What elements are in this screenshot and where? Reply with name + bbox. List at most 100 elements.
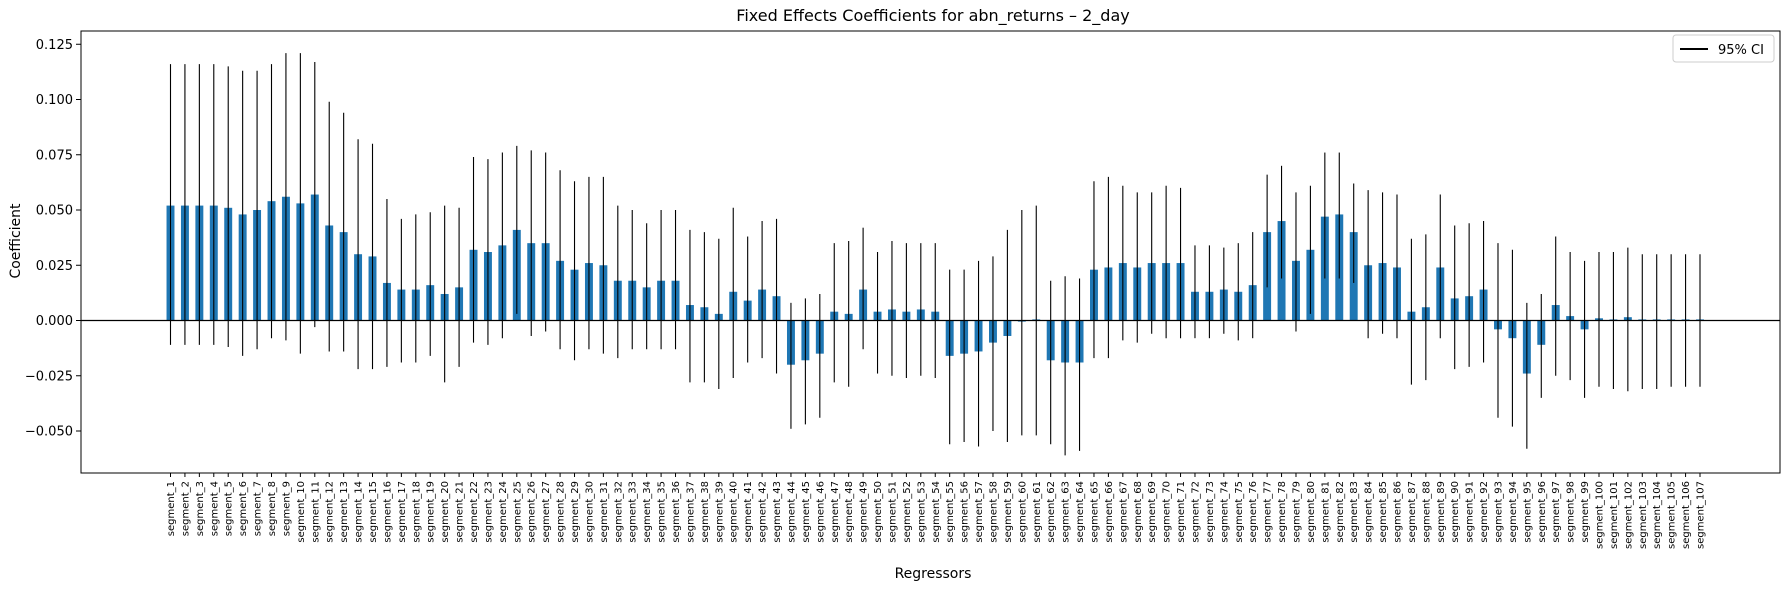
y-tick-label: 0.125 (36, 38, 73, 53)
x-tick-label: segment_98 (1566, 481, 1577, 543)
x-tick-label: segment_53 (916, 481, 927, 543)
x-tick-label: segment_40 (729, 481, 740, 543)
x-tick-label: segment_42 (758, 481, 769, 543)
x-tick-label: segment_104 (1652, 481, 1663, 549)
x-tick-label: segment_51 (887, 481, 898, 543)
x-tick-label: segment_12 (325, 481, 336, 543)
x-tick-label: segment_27 (541, 481, 552, 543)
x-tick-label: segment_100 (1595, 481, 1606, 549)
y-tick-label: 0.025 (36, 259, 73, 274)
x-tick-label: segment_28 (556, 481, 567, 543)
x-tick-label: segment_87 (1407, 481, 1418, 543)
x-tick-label: segment_20 (440, 481, 451, 543)
x-tick-label: segment_107 (1696, 481, 1707, 549)
x-tick-label: segment_34 (642, 481, 653, 543)
x-tick-label: segment_1 (166, 481, 177, 536)
x-tick-label: segment_50 (873, 481, 884, 543)
x-tick-label: segment_61 (1032, 481, 1043, 543)
x-tick-label: segment_60 (1017, 481, 1028, 543)
x-tick-label: segment_49 (859, 481, 870, 543)
x-tick-label: segment_6 (238, 481, 249, 536)
x-tick-label: segment_52 (902, 481, 913, 543)
x-tick-label: segment_31 (599, 481, 610, 543)
x-tick-label: segment_62 (1046, 481, 1057, 543)
x-tick-label: segment_101 (1609, 481, 1620, 549)
x-tick-label: segment_41 (743, 481, 754, 543)
y-tick-label: −0.050 (25, 425, 73, 440)
x-tick-label: segment_4 (209, 481, 220, 536)
x-tick-label: segment_82 (1335, 481, 1346, 543)
x-tick-label: segment_33 (628, 481, 639, 543)
x-tick-label: segment_8 (267, 481, 278, 536)
x-tick-label: segment_7 (253, 481, 264, 536)
x-tick-label: segment_99 (1580, 481, 1591, 543)
x-tick-label: segment_2 (180, 481, 191, 536)
x-tick-label: segment_63 (1061, 481, 1072, 543)
x-tick-label: segment_35 (657, 481, 668, 543)
x-tick-label: segment_47 (830, 481, 841, 543)
x-tick-label: segment_79 (1291, 481, 1302, 543)
x-tick-label: segment_59 (1003, 481, 1014, 543)
x-tick-label: segment_57 (974, 481, 985, 543)
x-tick-label: segment_67 (1118, 481, 1129, 543)
x-tick-label: segment_30 (584, 481, 595, 543)
x-tick-label: segment_17 (397, 481, 408, 543)
x-tick-label: segment_3 (195, 481, 206, 536)
x-tick-label: segment_70 (1162, 481, 1173, 543)
x-tick-label: segment_75 (1234, 481, 1245, 543)
x-tick-label: segment_16 (382, 481, 393, 543)
x-tick-label: segment_73 (1205, 481, 1216, 543)
x-tick-label: segment_86 (1392, 481, 1403, 543)
x-tick-label: segment_80 (1306, 481, 1317, 543)
x-tick-label: segment_97 (1551, 481, 1562, 543)
x-tick-label: segment_92 (1479, 481, 1490, 543)
x-tick-label: segment_54 (931, 481, 942, 543)
x-tick-label: segment_23 (483, 481, 494, 543)
x-tick-label: segment_22 (469, 481, 480, 543)
x-tick-label: segment_88 (1421, 481, 1432, 543)
legend: 95% CI (1672, 34, 1775, 63)
x-tick-label: segment_93 (1493, 481, 1504, 543)
x-tick-label: segment_84 (1364, 481, 1375, 543)
x-tick-label: segment_39 (714, 481, 725, 543)
x-tick-label: segment_55 (945, 481, 956, 543)
x-tick-label: segment_71 (1176, 481, 1187, 543)
x-tick-label: segment_65 (1089, 481, 1100, 543)
x-tick-label: segment_91 (1465, 481, 1476, 543)
y-tick-label: 0.100 (36, 93, 73, 108)
axes-frame (80, 30, 1781, 474)
x-tick-label: segment_48 (844, 481, 855, 543)
x-tick-label: segment_11 (310, 481, 321, 543)
x-tick-label: segment_38 (700, 481, 711, 543)
y-tick-label: 0.075 (36, 148, 73, 163)
x-tick-label: segment_85 (1378, 481, 1389, 543)
legend-label-95ci: 95% CI (1718, 43, 1764, 58)
x-tick-label: segment_64 (1075, 481, 1086, 543)
x-tick-label: segment_10 (296, 481, 307, 543)
y-axis-title: Coefficient (8, 203, 24, 279)
x-tick-label: segment_21 (455, 481, 466, 543)
plot-area: −0.050 −0.025 0.000 0.025 0.050 0.075 0.100 0.1… (25, 30, 1781, 549)
x-tick-label: segment_19 (426, 481, 437, 543)
x-tick-label: segment_29 (570, 481, 581, 543)
x-axis-title: Regressors (895, 566, 972, 582)
x-tick-label: segment_90 (1450, 481, 1461, 543)
x-tick-label: segment_66 (1104, 481, 1115, 543)
y-tick-label: 0.000 (36, 314, 73, 329)
x-tick-label: segment_77 (1263, 481, 1274, 543)
x-tick-label: segment_32 (613, 481, 624, 543)
x-tick-label: segment_25 (512, 481, 523, 543)
x-tick-label: segment_45 (801, 481, 812, 543)
x-tick-label: segment_56 (960, 481, 971, 543)
x-tick-label: segment_58 (988, 481, 999, 543)
x-tick-label: segment_18 (411, 481, 422, 543)
x-tick-label: segment_9 (281, 481, 292, 536)
x-tick-label: segment_95 (1522, 481, 1533, 543)
legend-box (1672, 34, 1775, 63)
x-tick-label: segment_89 (1436, 481, 1447, 543)
x-tick-label: segment_74 (1219, 481, 1230, 543)
x-tick-label: segment_103 (1638, 481, 1649, 549)
x-tick-label: segment_15 (368, 481, 379, 543)
